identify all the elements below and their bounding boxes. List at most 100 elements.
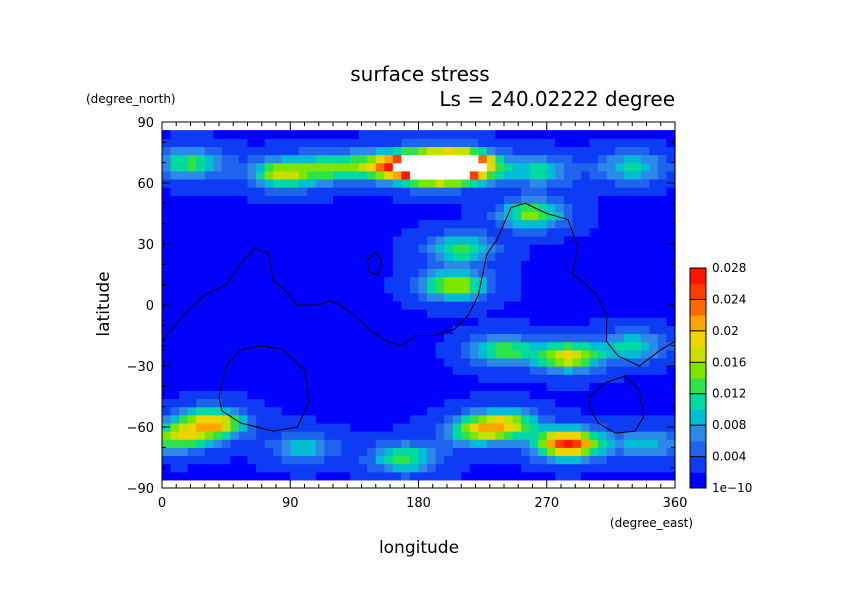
heatmap-cell [418, 178, 428, 188]
heatmap-cell [238, 414, 249, 424]
heatmap-cell [623, 268, 633, 278]
heatmap-cell [281, 146, 291, 156]
heatmap-cell [529, 178, 539, 188]
heatmap-cell [273, 292, 283, 302]
heatmap-cell [657, 349, 668, 359]
heatmap-cell [589, 382, 599, 391]
heatmap-cell [384, 235, 394, 245]
heatmap-cell [538, 349, 548, 359]
heatmap-cell [367, 260, 377, 269]
heatmap-cell [170, 268, 180, 278]
heatmap-cell [657, 471, 668, 481]
heatmap-cell [538, 154, 548, 164]
y-tick-label: 30 [137, 238, 154, 253]
heatmap-cell [640, 357, 650, 367]
heatmap-cell [538, 252, 548, 261]
heatmap-cell [632, 292, 642, 302]
heatmap-cell [529, 154, 539, 164]
heatmap-cell [521, 244, 531, 253]
heatmap-cell [401, 390, 411, 400]
heatmap-cell [546, 252, 556, 261]
heatmap-cell [170, 439, 180, 448]
heatmap-cell [333, 162, 343, 172]
heatmap-cell [170, 130, 180, 139]
heatmap-cell [204, 138, 214, 147]
heatmap-cell [367, 154, 377, 164]
heatmap-cell [213, 341, 223, 351]
heatmap-cell [315, 349, 326, 359]
heatmap-cell [606, 447, 616, 457]
heatmap-cell [409, 268, 420, 278]
heatmap-cell [555, 431, 565, 440]
heatmap-cell [307, 268, 317, 278]
contour-line [589, 375, 645, 434]
heatmap-cell [409, 366, 420, 375]
heatmap-cell [580, 455, 591, 465]
heatmap-cell [580, 349, 591, 359]
heatmap-cell [598, 211, 608, 221]
heatmap-cell [444, 195, 454, 204]
heatmap-cell [264, 455, 274, 465]
heatmap-cell [632, 130, 642, 139]
heatmap-cell [444, 154, 454, 164]
heatmap-cell [187, 374, 197, 383]
heatmap-cell [307, 292, 317, 302]
heatmap-cell [589, 146, 599, 156]
heatmap-cell [333, 154, 343, 164]
heatmap-cell [640, 398, 650, 408]
heatmap-cell [615, 357, 625, 367]
heatmap-cell [640, 211, 650, 221]
heatmap-cell [444, 219, 454, 229]
heatmap-cell [409, 203, 420, 213]
heatmap-cell [461, 317, 471, 326]
heatmap-cell [469, 447, 479, 457]
heatmap-cell [170, 366, 180, 375]
heatmap-cell [238, 463, 249, 473]
heatmap-cell [435, 187, 445, 196]
heatmap-cell [435, 431, 445, 440]
heatmap-cell [546, 325, 556, 335]
heatmap-cell [384, 276, 394, 286]
heatmap-cell [213, 219, 223, 229]
heatmap-cell [563, 154, 573, 164]
heatmap-cell [606, 170, 616, 180]
heatmap-cell [204, 284, 214, 294]
heatmap-cell [555, 260, 565, 269]
heatmap-cell [290, 292, 300, 302]
heatmap-cell [444, 471, 454, 481]
heatmap-cell [273, 366, 283, 375]
heatmap-cell [640, 414, 650, 424]
heatmap-cell [324, 219, 334, 229]
heatmap-cell [580, 374, 591, 383]
heatmap-cell [615, 235, 625, 245]
heatmap-cell [281, 447, 291, 457]
heatmap-cell [392, 317, 402, 326]
heatmap-cell [452, 357, 462, 367]
heatmap-cell [187, 390, 197, 400]
heatmap-cell [281, 382, 291, 391]
heatmap-cell [504, 349, 514, 359]
contour-line [161, 202, 676, 367]
heatmap-cell [478, 439, 488, 448]
heatmap-cell [486, 252, 497, 261]
heatmap-cell [247, 471, 257, 481]
heatmap-cell [435, 146, 445, 156]
heatmap-cell [341, 154, 351, 164]
heatmap-cell [367, 366, 377, 375]
heatmap-cell [469, 357, 479, 367]
heatmap-cell [572, 130, 582, 139]
heatmap-cell [315, 439, 326, 448]
heatmap-cell [486, 130, 497, 139]
heatmap-cell [264, 292, 274, 302]
heatmap-cell [478, 235, 488, 245]
heatmap-cell [572, 317, 582, 326]
heatmap-cell [444, 260, 454, 269]
heatmap-cell [341, 431, 351, 440]
heatmap-cell [572, 227, 582, 237]
heatmap-cell [504, 463, 514, 473]
heatmap-cell [230, 227, 240, 237]
heatmap-cell [580, 463, 591, 473]
heatmap-cell [495, 292, 505, 302]
colorbar-label: 0.02 [712, 324, 739, 338]
heatmap-cell [204, 471, 214, 481]
